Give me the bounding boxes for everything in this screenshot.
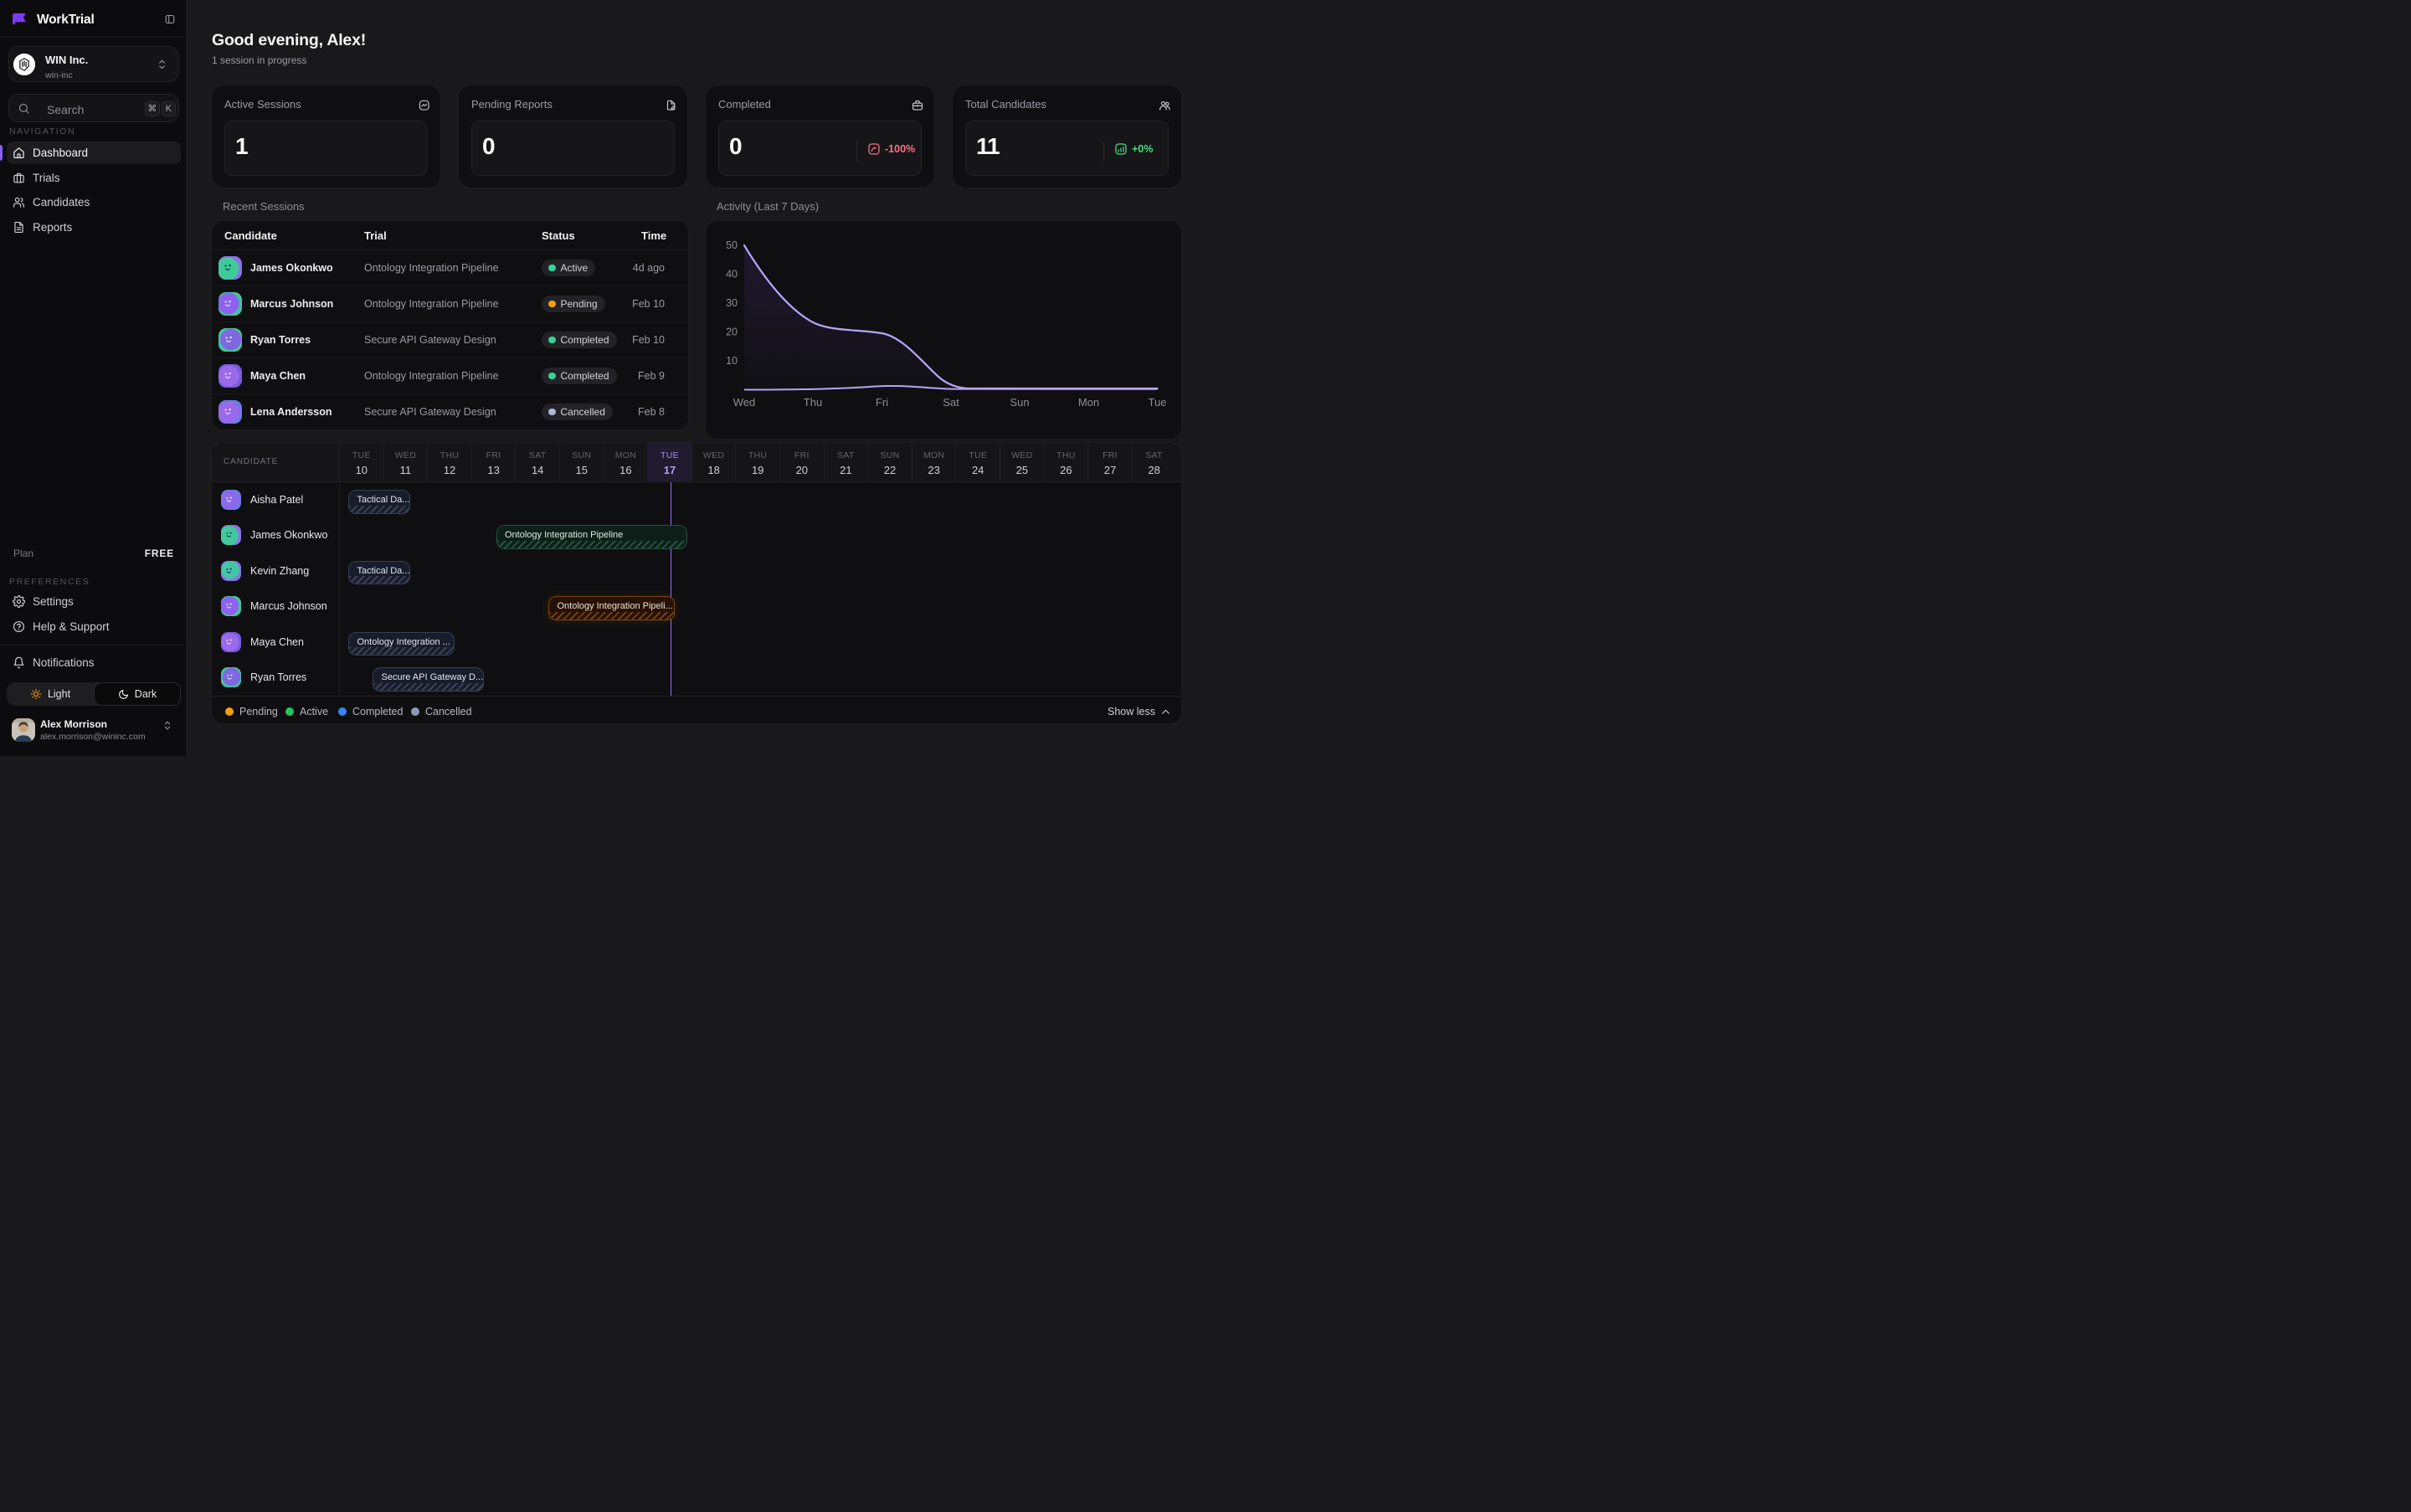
svg-text:Wed: Wed bbox=[733, 396, 756, 409]
svg-text:Mon: Mon bbox=[1078, 396, 1099, 409]
svg-text:10: 10 bbox=[726, 355, 738, 367]
svg-text:Tue: Tue bbox=[1149, 396, 1167, 409]
svg-text:Thu: Thu bbox=[804, 396, 822, 409]
svg-text:40: 40 bbox=[726, 269, 738, 280]
svg-text:Sat: Sat bbox=[943, 396, 959, 409]
svg-text:50: 50 bbox=[726, 239, 738, 251]
svg-text:Sun: Sun bbox=[1010, 396, 1029, 409]
svg-text:30: 30 bbox=[726, 297, 738, 309]
svg-text:20: 20 bbox=[726, 327, 738, 338]
svg-text:Fri: Fri bbox=[876, 396, 888, 409]
